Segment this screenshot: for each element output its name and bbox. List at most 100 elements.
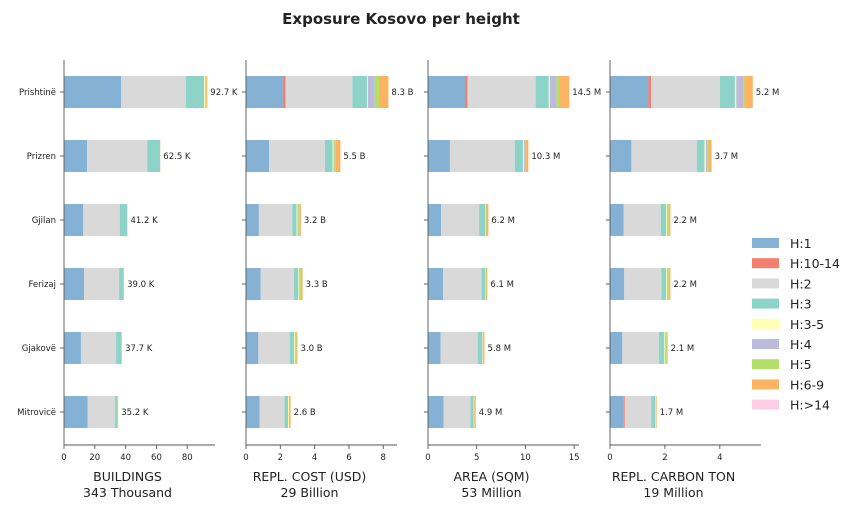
total-label: 4.9 M [479, 408, 503, 418]
legend-item: H:4 [752, 337, 812, 352]
bar-segment-H4-1 [549, 76, 557, 108]
bar-segment-H3-4 [294, 268, 299, 300]
total-label: 3.0 B [300, 344, 322, 354]
bar-segment-H69-6 [288, 396, 291, 428]
bar-segment-H4-4 [299, 268, 301, 300]
bar-segment-H3-3 [479, 204, 485, 236]
bar-segment-H1-3 [610, 204, 624, 236]
bar-segment-H1-2 [64, 140, 88, 172]
panels: 92.7 K 62.5 K 41.2 K 39.0 K 37.7 K 35.2 K Pris… [17, 60, 779, 500]
bar-segment-H5-5 [295, 332, 297, 364]
bar-segment-H3-6 [114, 396, 118, 428]
bar-segment-H69-6 [655, 396, 657, 428]
bar-segment-H35-6 [288, 396, 289, 428]
bar-segment-H3-6 [651, 396, 656, 428]
bar-segment-H1-5 [64, 332, 81, 364]
x-tick-label: 4 [717, 453, 722, 463]
x-axis-total-label: 343 Thousand [83, 485, 172, 500]
bar-segment-H35-2 [522, 140, 524, 172]
bar-segment-H35-2 [332, 140, 334, 172]
panel-4: 5.2 M 3.7 M 2.2 M 2.2 M 2.1 M 1.7 M 0 2 4 REPL. C… [606, 60, 779, 500]
legend-label: H:3 [790, 297, 812, 312]
bar-segment-H2-3 [83, 204, 120, 236]
bar-segment-H3-5 [289, 332, 295, 364]
total-label: 3.7 M [715, 152, 739, 162]
bar-segment-H2-6 [259, 396, 285, 428]
bar-segment-H35-4 [298, 268, 300, 300]
bar-segment-H4-3 [667, 204, 668, 236]
total-label: 3.3 B [306, 280, 328, 290]
bar-segment-H3-1 [352, 76, 367, 108]
bar-segment-H1-5 [246, 332, 259, 364]
bar-segment-H3-5 [658, 332, 665, 364]
total-label: 5.8 M [488, 344, 512, 354]
x-axis-total-label: 53 Million [461, 485, 521, 500]
legend-item: H:10-14 [752, 256, 840, 271]
x-tick-label: 60 [151, 453, 162, 463]
x-axis-label: AREA (SQM) [454, 469, 530, 484]
bar-segment-H69-5 [483, 332, 485, 364]
bar-segment-H2-4 [84, 268, 120, 300]
x-tick-label: 0 [425, 453, 430, 463]
bar-segment-H1-3 [428, 204, 442, 236]
bar-segment-H4-2 [523, 140, 525, 172]
bar-segment-H1-5 [610, 332, 623, 364]
bar-segment-H3-3 [292, 204, 297, 236]
bar-segment-H1-2 [246, 140, 270, 172]
x-tick-label: 6 [346, 453, 351, 463]
bar-segment-H69-2 [708, 140, 712, 172]
bar-segment-H1-1 [64, 76, 122, 108]
total-label: 39.0 K [127, 280, 155, 290]
bar-segment-H35-1 [548, 76, 550, 108]
legend-item: H:5 [752, 357, 812, 372]
bar-segment-H4-2 [333, 140, 335, 172]
bar-segment-H35-2 [704, 140, 706, 172]
bar-segment-H2-4 [443, 268, 482, 300]
legend-item: H:>14 [752, 398, 830, 413]
bar-segment-H5-2 [334, 140, 336, 172]
bar-segment-H2-1 [121, 76, 186, 108]
bar-segment-H35-6 [655, 396, 656, 428]
bar-segment-H1-4 [64, 268, 85, 300]
bar-segment-H2-5 [80, 332, 117, 364]
bar-segment-H1-4 [246, 268, 261, 300]
bar-segment-H5-2 [707, 140, 709, 172]
x-axis-label: REPL. COST (USD) [253, 469, 367, 484]
bar-segment-H35-5 [664, 332, 666, 364]
bar-segment-H1014-1 [282, 76, 286, 108]
bar-segment-H35-1 [204, 76, 206, 108]
bar-segment-H2-5 [258, 332, 290, 364]
bar-segment-H1-1 [428, 76, 466, 108]
bar-segment-H5-3 [667, 204, 669, 236]
bar-segment-H1-6 [64, 396, 88, 428]
bar-segment-H35-3 [666, 204, 668, 236]
panel-2: 8.3 B 5.5 B 3.2 B 3.3 B 3.0 B 2.6 B 0 2 4 6 8 REPL.… [242, 60, 414, 500]
x-tick-label: 15 [569, 453, 580, 463]
bar-segment-H3-2 [324, 140, 333, 172]
bar-segment-H3-1 [535, 76, 549, 108]
bar-segment-H2-3 [441, 204, 480, 236]
legend: H:1 H:10-14 H:2 H:3 H:3-5 H:4 H:5 H:6-9 H:>14 [752, 236, 840, 413]
bar-segment-H2-3 [258, 204, 293, 236]
bar-segment-H5-1 [374, 76, 379, 108]
bar-segment-H3-4 [119, 268, 124, 300]
bar-segment-H2-2 [449, 140, 515, 172]
bar-segment-H69-4 [668, 268, 671, 300]
bar-segment-H3-2 [696, 140, 705, 172]
category-label: Gjakovë [22, 344, 56, 354]
total-label: 5.5 B [343, 152, 365, 162]
bar-segment-H1-6 [246, 396, 260, 428]
x-tick-label: 2 [278, 453, 283, 463]
bar-segment-H2-1 [651, 76, 720, 108]
x-tick-label: 4 [312, 453, 317, 463]
bar-segment-H2-6 [624, 396, 652, 428]
bar-segment-H69-2 [335, 140, 341, 172]
bar-segment-H2-6 [443, 396, 471, 428]
legend-swatch [752, 379, 779, 390]
total-label: 10.3 M [531, 152, 560, 162]
total-label: 41.2 K [130, 216, 158, 226]
bar-segment-H69-1 [559, 76, 570, 108]
x-axis-label: BUILDINGS [93, 469, 162, 484]
bar-segment-H69-3 [299, 204, 301, 236]
total-label: 92.7 K [210, 88, 238, 98]
